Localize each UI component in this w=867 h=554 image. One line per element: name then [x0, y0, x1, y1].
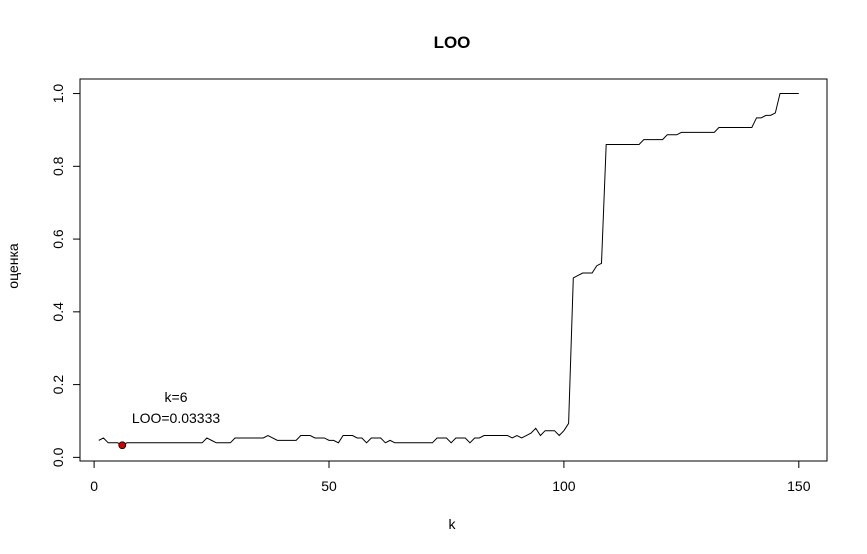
annotation-loo-value: LOO=0.03333 — [132, 410, 221, 426]
min-point-marker — [118, 441, 127, 450]
plot-area — [79, 78, 828, 462]
y-tick-label: 0.8 — [50, 156, 66, 176]
y-axis: 0.0 0.2 0.4 0.6 0.8 1.0 — [50, 84, 81, 467]
annotation-k-value: k=6 — [165, 389, 188, 405]
x-tick-label: 0 — [90, 478, 98, 494]
y-tick-label: 0.0 — [50, 447, 66, 467]
y-tick-label: 0.4 — [50, 302, 66, 322]
x-tick-label: 150 — [787, 478, 811, 494]
x-axis-label: k — [449, 516, 457, 532]
x-tick-label: 100 — [552, 478, 576, 494]
y-tick-label: 0.2 — [50, 375, 66, 395]
x-tick-label: 50 — [321, 478, 337, 494]
series-line-loo — [98, 93, 799, 446]
y-axis-label: оценка — [5, 243, 21, 289]
x-axis: 0 50 100 150 — [90, 460, 811, 494]
chart-title: LOO — [434, 33, 471, 52]
y-tick-label: 1.0 — [50, 84, 66, 104]
y-tick-label: 0.6 — [50, 229, 66, 249]
